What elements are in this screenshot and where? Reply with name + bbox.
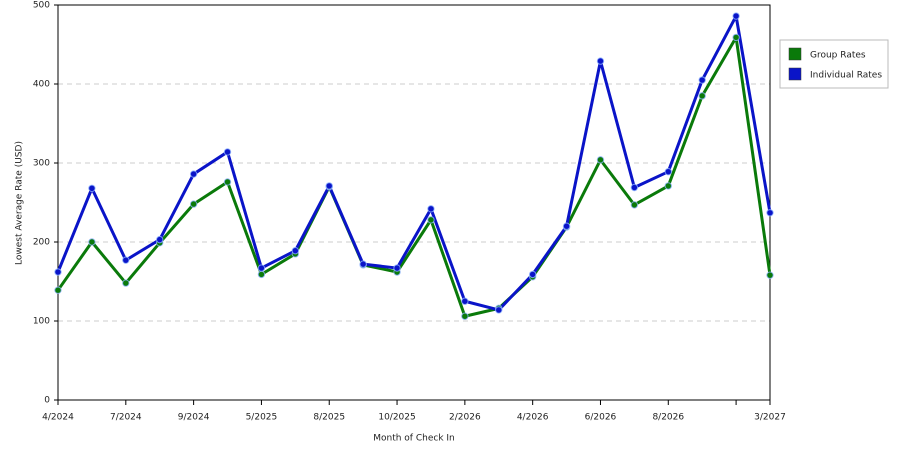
x-tick-label: 6/2026: [585, 413, 617, 423]
data-point: [393, 264, 401, 272]
legend-label: Individual Rates: [810, 71, 882, 81]
data-point: [630, 183, 639, 192]
x-tick-label: 2/2026: [449, 413, 481, 423]
data-point: [325, 182, 333, 190]
y-tick-label: 500: [33, 1, 50, 11]
data-point: [495, 306, 503, 314]
legend-label: Group Rates: [810, 51, 866, 61]
x-tick-label: 3/2027: [754, 413, 786, 423]
y-tick-label: 400: [33, 80, 50, 90]
legend-swatch: [788, 47, 802, 61]
plot-frame: [57, 4, 771, 401]
y-axis-label: Lowest Average Rate (USD): [15, 141, 25, 265]
data-point: [189, 170, 198, 178]
data-point: [54, 268, 62, 276]
series-line: [56, 35, 772, 318]
data-point: [461, 297, 469, 305]
data-point: [223, 178, 232, 186]
data-point: [596, 57, 605, 65]
legend-box: [779, 39, 889, 89]
data-point: [291, 246, 300, 255]
data-point: [732, 12, 740, 20]
data-point: [427, 205, 435, 213]
data-point: [427, 216, 435, 224]
x-tick-label: 10/2025: [378, 413, 415, 423]
data-point: [223, 148, 232, 156]
data-point: [156, 235, 164, 244]
data-point: [664, 182, 672, 190]
data-point: [189, 200, 198, 208]
data-point: [732, 33, 740, 42]
data-point: [54, 286, 62, 294]
data-point: [461, 312, 469, 320]
x-tick-label: 8/2025: [313, 413, 345, 423]
data-point: [766, 271, 774, 279]
data-point: [766, 209, 774, 217]
x-axis-label: Month of Check In: [373, 434, 455, 444]
y-tick-label: 100: [33, 317, 50, 327]
data-point: [698, 76, 706, 84]
data-point: [698, 92, 706, 100]
data-point: [88, 184, 96, 192]
x-tick-label: 9/2024: [178, 413, 210, 423]
y-tick-label: 0: [44, 396, 50, 406]
x-tick-label: 5/2025: [246, 413, 278, 423]
y-tick-label: 300: [33, 159, 50, 169]
series-line: [56, 14, 772, 312]
data-point: [630, 201, 639, 209]
data-point: [257, 270, 266, 279]
y-tick-label: 200: [33, 238, 50, 248]
data-point: [596, 156, 605, 164]
legend-swatch: [788, 67, 802, 81]
data-point: [562, 222, 571, 230]
data-point: [122, 279, 130, 287]
data-point: [359, 260, 367, 268]
data-point: [122, 256, 130, 264]
data-point: [528, 270, 537, 279]
x-tick-label: 4/2024: [42, 413, 74, 423]
x-tick-label: 8/2026: [652, 413, 684, 423]
data-point: [664, 167, 672, 176]
x-tick-label: 4/2026: [517, 413, 549, 423]
x-tick-label: 7/2024: [110, 413, 142, 423]
data-point: [257, 264, 266, 272]
data-point: [88, 238, 96, 246]
